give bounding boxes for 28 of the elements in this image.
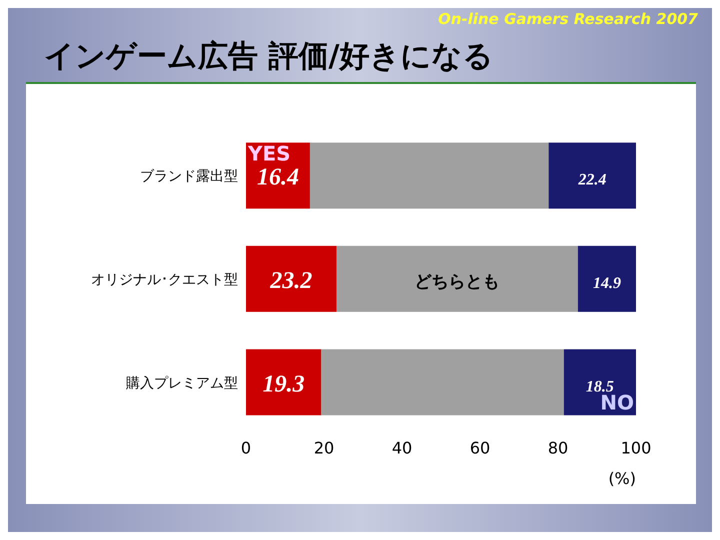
x-tick-label: 100 [620,438,652,458]
chart-subtitle: On-line Gamers Research 2007 [438,10,698,28]
x-axis-title: (%) [608,469,636,488]
x-tick-label: 20 [314,438,334,458]
bar [310,142,549,209]
bar [548,142,636,209]
data-label: 22.4 [577,172,606,189]
bar [246,349,322,416]
chart-title: インゲーム広告 評価/好きになる [44,38,494,76]
x-tick-label: 40 [392,438,412,458]
x-tick-label: 0 [240,438,252,458]
data-label: 16.4 [256,164,299,191]
data-label: 19.3 [262,371,305,398]
bar [564,349,636,416]
bar [246,246,336,312]
x-tick-label: 60 [470,438,490,458]
series-label: YES [247,142,291,166]
series-label: どちらとも [414,272,500,292]
data-label: 18.5 [586,378,614,396]
y-tick-label: ブランド露出型 [140,168,238,185]
bar [336,246,578,312]
data-label: 14.9 [592,274,621,292]
bar [321,349,564,416]
data-label: 23.2 [269,268,312,294]
y-tick-label: 購入プレミアム型 [126,375,238,392]
x-tick-label: 80 [548,438,568,458]
bar [578,246,636,312]
y-tick-label: オリジナル･クエスト型 [91,272,238,288]
